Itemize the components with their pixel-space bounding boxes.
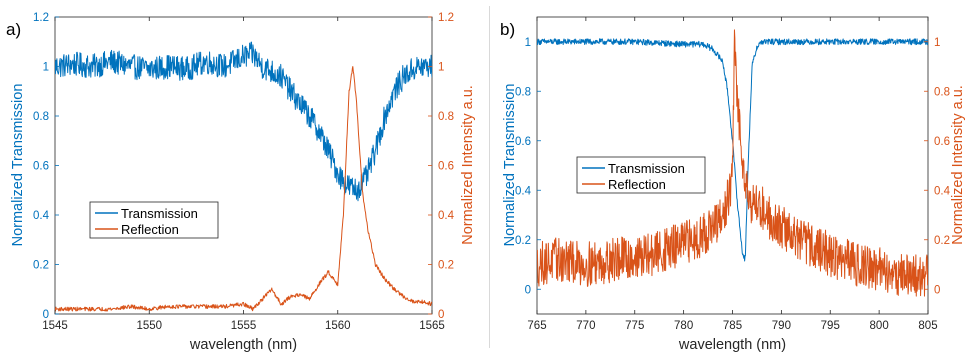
y-tick-label-right-b: 1 bbox=[934, 37, 940, 49]
ticks-a: 1545 1550 1555 1560 156500.20.40.60.811.200.… bbox=[33, 12, 455, 332]
y-tick-label-right-b: 0.2 bbox=[934, 235, 950, 247]
legend-label-transmission-a: Transmission bbox=[121, 206, 198, 221]
y-tick-label-left-a: 0.2 bbox=[33, 260, 49, 272]
x-tick-label-b: 805 bbox=[918, 320, 937, 332]
series-line-transmission-a bbox=[55, 41, 432, 202]
y-tick-label-left-b: 0.8 bbox=[515, 86, 531, 98]
y-tick-label-right-b: 0.8 bbox=[934, 86, 950, 98]
legend-label-reflection-a: Reflection bbox=[121, 222, 179, 237]
x-tick-label-b: 795 bbox=[821, 320, 840, 332]
x-tick-label-b: 790 bbox=[772, 320, 791, 332]
y-tick-label-left-b: 0.6 bbox=[515, 136, 531, 148]
x-tick-label-b: 800 bbox=[870, 320, 889, 332]
y-tick-label-left-b: 0.2 bbox=[515, 235, 531, 247]
y-tick-label-right-b: 0 bbox=[934, 284, 940, 296]
y-tick-label-left-b: 0.4 bbox=[515, 185, 532, 197]
chart-panel-b: b) 765 770 775 780 785 790 795 800 805 0 0.2 0.4 0.6… bbox=[500, 16, 966, 353]
y-tick-label-right-b: 0.6 bbox=[934, 136, 950, 148]
x-tick-label-a: 1550 bbox=[136, 320, 162, 332]
legend-box-a bbox=[89, 201, 219, 239]
y-tick-label-left-b: 1 bbox=[525, 37, 531, 49]
x-tick-label-a: 1565 bbox=[419, 320, 445, 332]
legend-label-transmission-b: Transmission bbox=[608, 161, 685, 176]
y-tick-label-left-a: 0.4 bbox=[33, 210, 50, 222]
x-tick-label-b: 765 bbox=[527, 320, 546, 332]
plot-lines-a bbox=[55, 41, 432, 312]
y-tick-label-left-a: 1.2 bbox=[33, 12, 49, 24]
y-axis-label-right-a: Normalized Intensity a.u. bbox=[460, 85, 476, 245]
ticks-b: 765 770 775 780 785 790 795 800 805 0 0.2 0.4 0.6 0.8… bbox=[515, 17, 951, 332]
x-axis-label-a: wavelength (nm) bbox=[189, 337, 297, 353]
y-tick-label-right-a: 1.2 bbox=[438, 12, 454, 24]
series-line-reflection-b bbox=[537, 29, 928, 297]
y-tick-label-right-a: 0.2 bbox=[438, 260, 454, 272]
y-tick-label-right-a: 1 bbox=[438, 62, 444, 74]
x-tick-label-a: 1545 bbox=[42, 320, 68, 332]
legend-label-reflection-b: Reflection bbox=[608, 177, 666, 192]
legend-box-b bbox=[576, 156, 706, 194]
y-axis-label-left-a: Normalized Transmission bbox=[10, 84, 26, 247]
legend-b: Transmission Reflection bbox=[576, 156, 706, 194]
panel-divider bbox=[489, 6, 490, 348]
y-tick-label-left-a: 0 bbox=[43, 309, 49, 321]
chart-panel-a: a) 1545 1550 1555 1560 156500.20.40.60.811.2… bbox=[6, 12, 476, 353]
legend-a: Transmission Reflection bbox=[89, 201, 219, 239]
x-tick-label-b: 785 bbox=[723, 320, 742, 332]
plot-lines-b bbox=[537, 29, 928, 297]
series-line-reflection-a bbox=[55, 66, 432, 312]
y-axis-label-right-b: Normalized Intensity a.u. bbox=[950, 85, 966, 245]
x-axis-label-b: wavelength (nm) bbox=[678, 337, 786, 353]
y-tick-label-right-a: 0.4 bbox=[438, 210, 455, 222]
x-tick-label-b: 770 bbox=[576, 320, 595, 332]
y-tick-label-right-a: 0.6 bbox=[438, 161, 454, 173]
series-line-transmission-b bbox=[537, 38, 928, 262]
y-tick-label-left-a: 0.6 bbox=[33, 161, 49, 173]
panel-label-a: a) bbox=[6, 20, 21, 39]
panel-label-b: b) bbox=[500, 20, 515, 39]
x-tick-label-a: 1560 bbox=[325, 320, 351, 332]
y-tick-label-left-a: 0.8 bbox=[33, 111, 49, 123]
y-tick-label-left-b: 0 bbox=[525, 284, 531, 296]
y-tick-label-left-a: 1 bbox=[43, 62, 49, 74]
x-tick-label-b: 775 bbox=[625, 320, 644, 332]
y-tick-label-right-a: 0 bbox=[438, 309, 444, 321]
y-tick-label-right-a: 0.8 bbox=[438, 111, 454, 123]
x-tick-label-b: 780 bbox=[674, 320, 693, 332]
y-tick-label-right-b: 0.4 bbox=[934, 185, 951, 197]
y-axis-label-left-b: Normalized Transmission bbox=[502, 84, 518, 247]
x-tick-label-a: 1555 bbox=[231, 320, 257, 332]
